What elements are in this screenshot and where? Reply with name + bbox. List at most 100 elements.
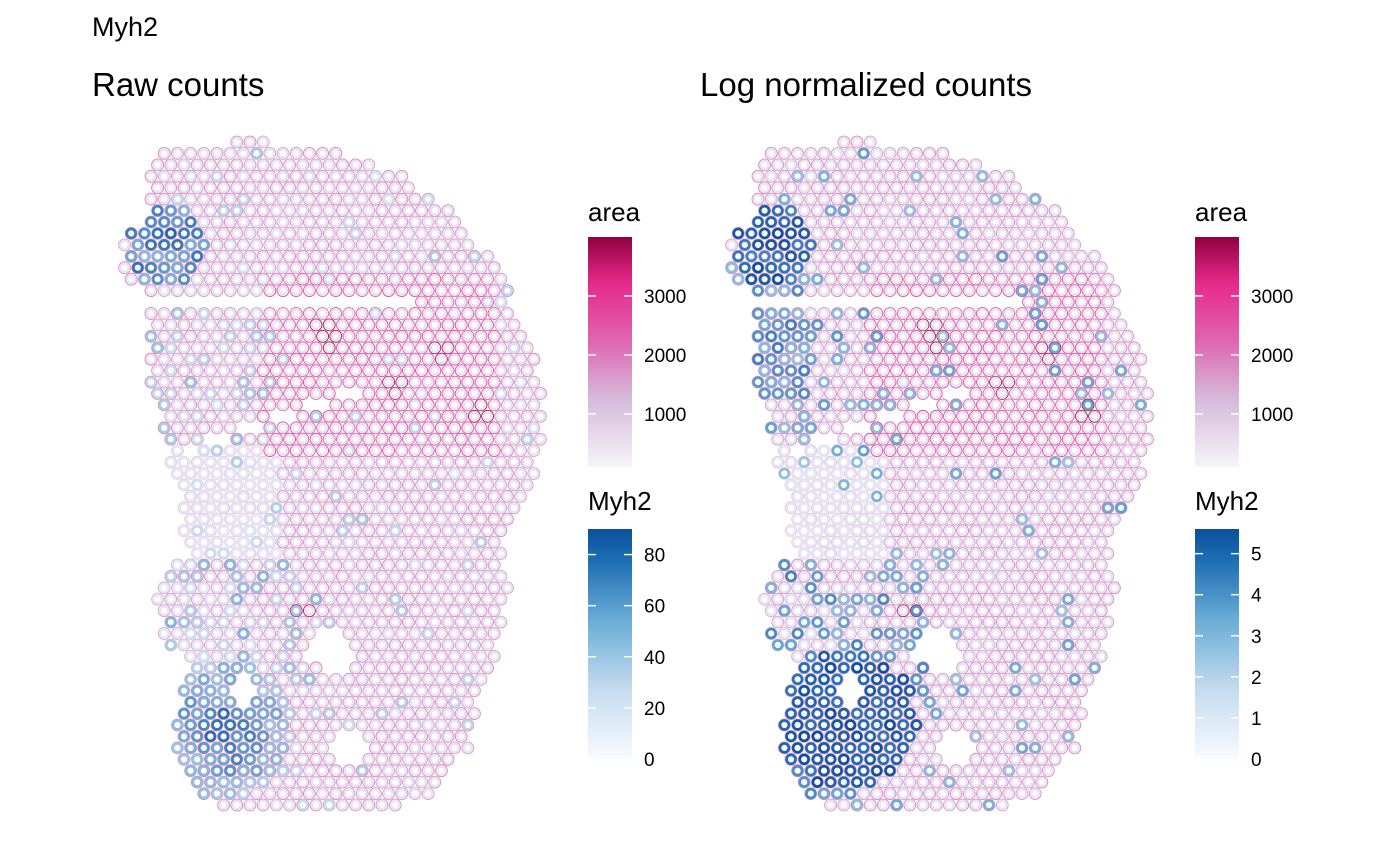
spot-center bbox=[425, 653, 432, 660]
spot-center bbox=[154, 230, 161, 237]
spot-marker bbox=[211, 353, 223, 365]
spot-center bbox=[524, 344, 531, 351]
spot-marker bbox=[442, 205, 454, 217]
spot-center bbox=[253, 470, 260, 477]
spot-center bbox=[398, 653, 405, 660]
spot-center bbox=[312, 390, 320, 397]
spot-center bbox=[312, 573, 320, 580]
spot-center bbox=[438, 516, 445, 523]
spot-center bbox=[458, 390, 465, 397]
spot-marker bbox=[165, 227, 177, 240]
spot-center bbox=[240, 218, 247, 226]
spot-center bbox=[293, 698, 300, 706]
spot-center bbox=[332, 698, 339, 706]
spot-center bbox=[491, 630, 498, 637]
spot-center bbox=[946, 207, 953, 214]
spot-marker bbox=[442, 227, 454, 240]
spot-center bbox=[405, 253, 412, 260]
spot-center bbox=[444, 344, 452, 351]
spot-center bbox=[359, 721, 366, 729]
spot-center bbox=[187, 150, 194, 157]
spot-center bbox=[444, 481, 452, 489]
spot-marker bbox=[323, 365, 335, 377]
spot-center bbox=[306, 447, 313, 454]
spot-marker bbox=[191, 365, 203, 377]
spot-marker bbox=[475, 330, 487, 342]
spot-marker bbox=[402, 227, 415, 240]
spot-center bbox=[431, 778, 438, 786]
spot-marker bbox=[151, 227, 164, 240]
figure-title: Myh2 bbox=[92, 12, 158, 42]
spot-center bbox=[220, 481, 227, 489]
spot-center bbox=[464, 516, 471, 523]
spot-marker bbox=[204, 182, 217, 194]
spot-center bbox=[464, 264, 471, 271]
spot-center bbox=[326, 436, 333, 443]
spot-center bbox=[1032, 241, 1039, 249]
spot-center bbox=[411, 378, 419, 386]
spot-center bbox=[326, 527, 333, 534]
spot-center bbox=[510, 321, 518, 329]
spot-center bbox=[319, 356, 326, 363]
spot-center bbox=[425, 538, 432, 546]
spot-marker bbox=[383, 330, 395, 342]
spot-marker bbox=[145, 376, 157, 388]
spot-marker bbox=[145, 330, 157, 342]
spot-marker bbox=[297, 273, 309, 285]
spot-center bbox=[477, 470, 485, 477]
spot-center bbox=[484, 276, 491, 283]
spot-center bbox=[1032, 264, 1039, 271]
spot-center bbox=[260, 253, 267, 260]
spot-center bbox=[319, 470, 326, 477]
spot-center bbox=[444, 641, 452, 649]
spot-center bbox=[299, 596, 306, 603]
spot-center bbox=[246, 413, 254, 420]
spot-center bbox=[972, 230, 979, 237]
spot-marker bbox=[224, 307, 236, 320]
spot-center bbox=[471, 253, 478, 260]
spot-center bbox=[365, 641, 372, 649]
spot-center bbox=[451, 630, 458, 637]
spot-marker bbox=[244, 136, 256, 148]
spot-center bbox=[207, 504, 214, 511]
spot-marker bbox=[184, 239, 197, 251]
spot-center bbox=[345, 356, 353, 363]
spot-marker bbox=[475, 262, 487, 274]
spot-center bbox=[398, 721, 405, 729]
spot-marker bbox=[310, 273, 322, 285]
spot-center bbox=[194, 367, 201, 374]
spot-center bbox=[213, 561, 221, 569]
spot-center bbox=[999, 230, 1006, 237]
spot-center bbox=[438, 721, 445, 729]
spot-marker bbox=[416, 205, 428, 217]
spot-marker bbox=[317, 170, 329, 182]
spot-center bbox=[385, 470, 392, 477]
spot-center bbox=[510, 344, 518, 351]
spot-center bbox=[471, 321, 478, 329]
spot-center bbox=[233, 230, 240, 237]
spot-center bbox=[411, 790, 419, 797]
spot-center bbox=[392, 481, 399, 489]
spot-center bbox=[332, 264, 339, 271]
spot-center bbox=[293, 653, 300, 660]
spot-center bbox=[345, 287, 353, 294]
spot-marker bbox=[343, 285, 355, 297]
spot-marker bbox=[343, 239, 355, 251]
spot-marker bbox=[422, 330, 434, 342]
spot-center bbox=[537, 436, 544, 443]
spot-marker bbox=[217, 319, 230, 331]
spot-center bbox=[860, 218, 867, 226]
spot-center bbox=[834, 264, 841, 271]
spot-center bbox=[372, 173, 379, 180]
spot-center bbox=[418, 458, 425, 466]
spot-center bbox=[180, 344, 188, 351]
spot-marker bbox=[356, 262, 368, 274]
spot-center bbox=[497, 527, 504, 534]
colorbar-tick-label: 0 bbox=[644, 750, 655, 771]
spot-center bbox=[266, 653, 273, 660]
spot-center bbox=[365, 207, 372, 214]
spot-center bbox=[425, 196, 432, 203]
spot-center bbox=[418, 710, 425, 717]
spot-center bbox=[306, 584, 313, 591]
spot-center bbox=[926, 264, 933, 271]
